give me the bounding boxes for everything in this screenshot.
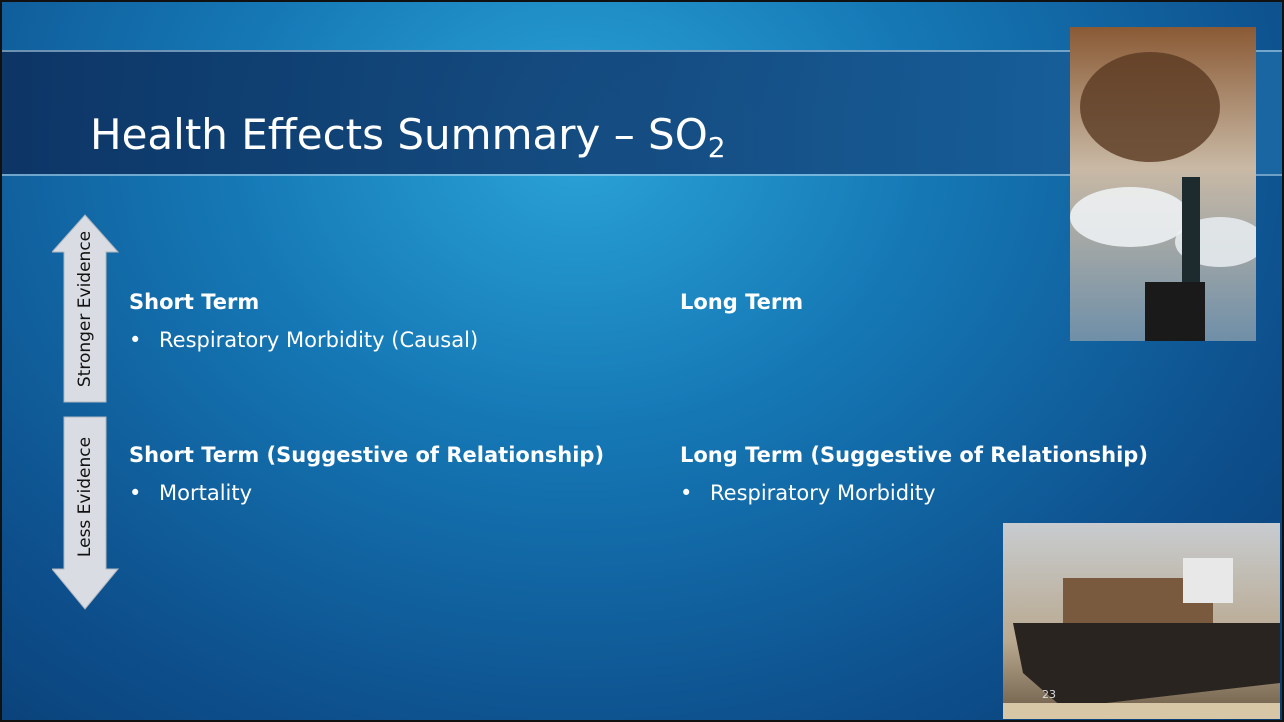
title: Health Effects Summary – SO2	[90, 110, 726, 164]
bullet: Respiratory Morbidity	[680, 481, 936, 505]
lower-label: Less Evidence	[75, 402, 95, 592]
title-text: Health Effects Summary – SO	[90, 110, 708, 159]
page-number: 23	[1042, 688, 1056, 701]
upper-label: Stronger Evidence	[75, 214, 95, 404]
section-heading: Long Term	[680, 290, 803, 314]
section-heading: Long Term (Suggestive of Relationship)	[680, 443, 1148, 467]
smokestack-photo	[1070, 27, 1256, 341]
section-heading: Short Term	[129, 290, 259, 314]
title-subscript: 2	[708, 131, 726, 164]
bullet: Mortality	[129, 481, 252, 505]
slide: Health Effects Summary – SO2 Stronger Ev…	[0, 0, 1284, 722]
bullet: Respiratory Morbidity (Causal)	[129, 328, 478, 352]
section-heading: Short Term (Suggestive of Relationship)	[129, 443, 604, 467]
